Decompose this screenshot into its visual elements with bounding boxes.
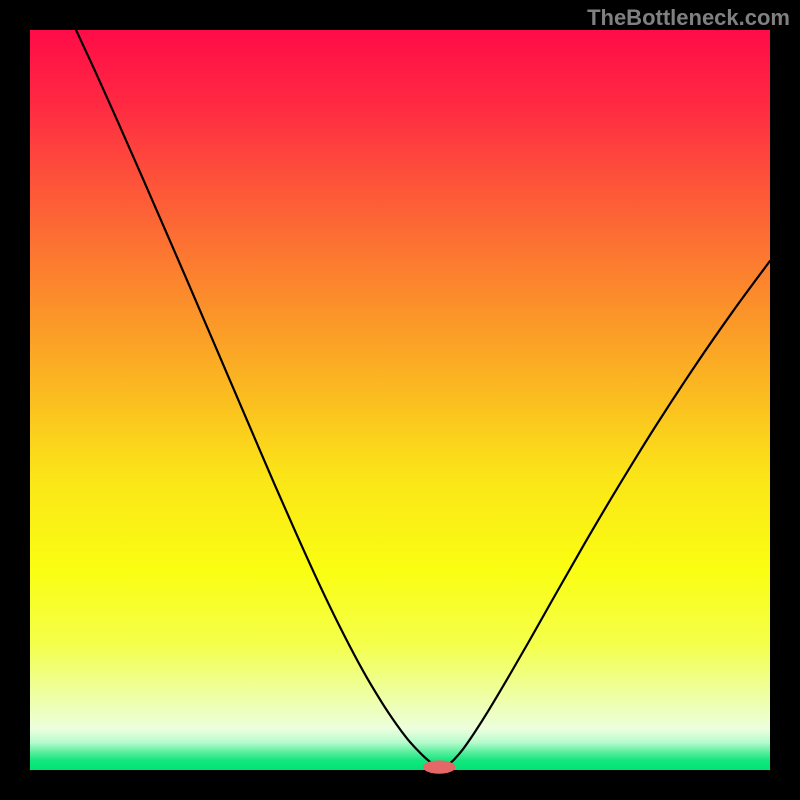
- plot-area: [30, 30, 770, 770]
- chart-frame: TheBottleneck.com: [0, 0, 800, 800]
- watermark-text: TheBottleneck.com: [587, 5, 790, 31]
